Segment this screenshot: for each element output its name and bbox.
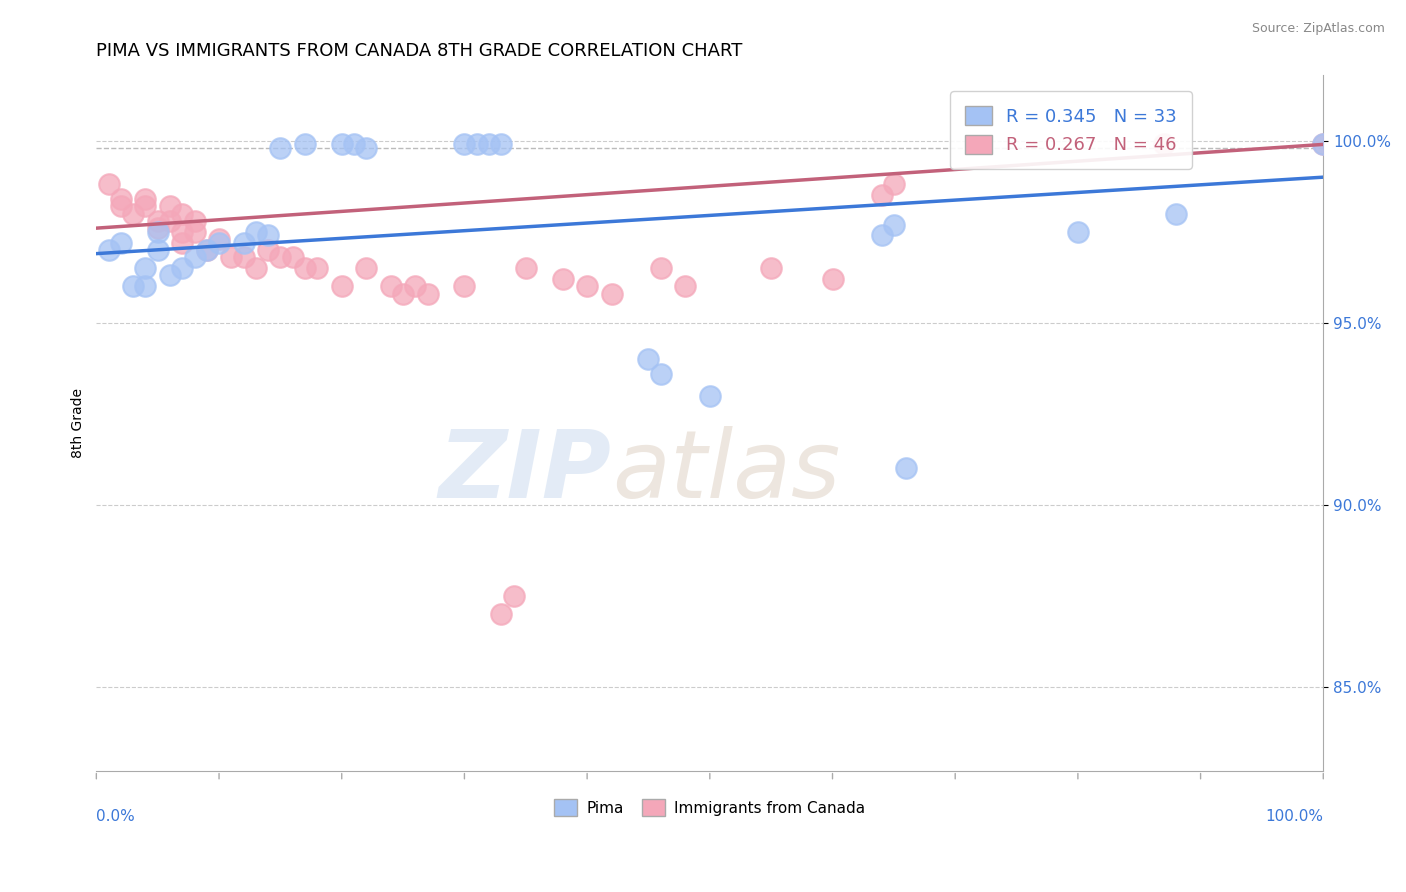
- Point: [146, 221, 169, 235]
- Point: [122, 279, 145, 293]
- Point: [392, 286, 415, 301]
- Point: [269, 141, 291, 155]
- Point: [245, 225, 267, 239]
- Point: [97, 178, 120, 192]
- Point: [870, 188, 893, 202]
- Point: [465, 137, 488, 152]
- Point: [122, 206, 145, 220]
- Point: [134, 279, 156, 293]
- Point: [576, 279, 599, 293]
- Point: [134, 192, 156, 206]
- Point: [159, 214, 181, 228]
- Point: [1312, 137, 1334, 152]
- Point: [600, 286, 623, 301]
- Point: [183, 250, 205, 264]
- Point: [894, 461, 917, 475]
- Point: [110, 192, 132, 206]
- Point: [294, 137, 316, 152]
- Point: [330, 137, 353, 152]
- Point: [380, 279, 402, 293]
- Point: [673, 279, 696, 293]
- Point: [650, 367, 672, 381]
- Point: [294, 261, 316, 276]
- Text: atlas: atlas: [612, 426, 839, 517]
- Point: [134, 199, 156, 213]
- Text: ZIP: ZIP: [439, 425, 612, 517]
- Point: [404, 279, 426, 293]
- Text: PIMA VS IMMIGRANTS FROM CANADA 8TH GRADE CORRELATION CHART: PIMA VS IMMIGRANTS FROM CANADA 8TH GRADE…: [97, 42, 742, 60]
- Point: [134, 261, 156, 276]
- Point: [183, 214, 205, 228]
- Point: [699, 389, 721, 403]
- Point: [110, 235, 132, 250]
- Point: [195, 243, 218, 257]
- Point: [221, 250, 243, 264]
- Point: [515, 261, 537, 276]
- Point: [245, 261, 267, 276]
- Point: [146, 214, 169, 228]
- Point: [146, 243, 169, 257]
- Point: [1164, 206, 1187, 220]
- Point: [356, 261, 378, 276]
- Point: [1153, 137, 1175, 152]
- Point: [159, 268, 181, 283]
- Point: [1067, 225, 1090, 239]
- Point: [257, 228, 280, 243]
- Point: [1312, 137, 1334, 152]
- Point: [172, 206, 194, 220]
- Point: [489, 607, 512, 621]
- Point: [416, 286, 439, 301]
- Point: [172, 225, 194, 239]
- Point: [195, 243, 218, 257]
- Point: [637, 352, 659, 367]
- Point: [110, 199, 132, 213]
- Point: [159, 199, 181, 213]
- Point: [281, 250, 304, 264]
- Text: 100.0%: 100.0%: [1265, 809, 1323, 824]
- Point: [172, 235, 194, 250]
- Point: [883, 218, 905, 232]
- Point: [821, 272, 844, 286]
- Text: 0.0%: 0.0%: [97, 809, 135, 824]
- Y-axis label: 8th Grade: 8th Grade: [72, 388, 86, 458]
- Point: [97, 243, 120, 257]
- Point: [257, 243, 280, 257]
- Point: [453, 137, 475, 152]
- Point: [343, 137, 366, 152]
- Point: [146, 225, 169, 239]
- Point: [208, 232, 231, 246]
- Point: [183, 225, 205, 239]
- Point: [356, 141, 378, 155]
- Point: [208, 235, 231, 250]
- Point: [870, 228, 893, 243]
- Point: [453, 279, 475, 293]
- Point: [650, 261, 672, 276]
- Text: Source: ZipAtlas.com: Source: ZipAtlas.com: [1251, 22, 1385, 36]
- Point: [232, 235, 254, 250]
- Point: [232, 250, 254, 264]
- Legend: Pima, Immigrants from Canada: Pima, Immigrants from Canada: [548, 793, 872, 822]
- Point: [759, 261, 782, 276]
- Point: [489, 137, 512, 152]
- Point: [551, 272, 574, 286]
- Point: [269, 250, 291, 264]
- Point: [172, 261, 194, 276]
- Point: [883, 178, 905, 192]
- Point: [330, 279, 353, 293]
- Point: [502, 589, 524, 603]
- Point: [307, 261, 329, 276]
- Point: [478, 137, 501, 152]
